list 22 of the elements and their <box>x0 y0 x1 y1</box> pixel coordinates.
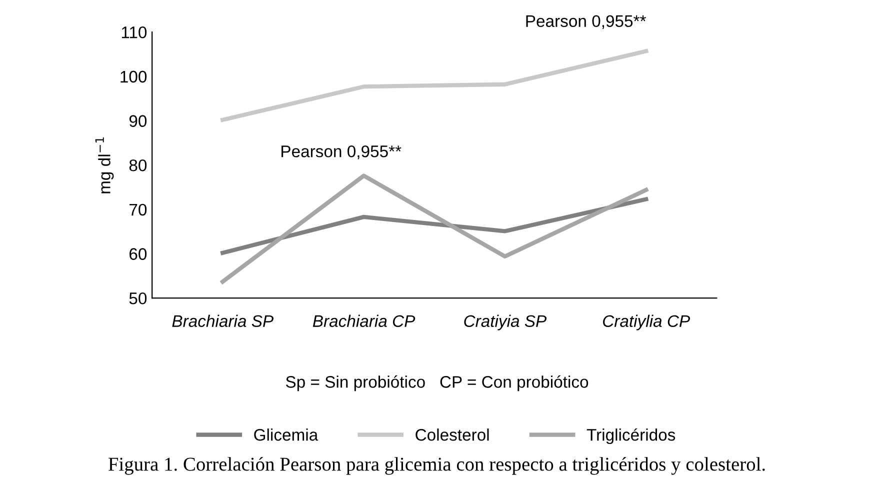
text: Figura 1. Correlación Pearson para glicemia con respecto a triglicéridos y colesterol. <box>108 457 765 475</box>
y-tick-label: 80 <box>129 159 147 172</box>
line-series <box>220 174 648 284</box>
x-tick-label: Cratiylia CP <box>603 314 690 330</box>
y-tick-label: 110 <box>122 26 147 38</box>
x-tick-label: Brachiaria SP <box>172 314 274 328</box>
y-tick-label: 90 <box>129 115 147 127</box>
text: Pearson 0,955** <box>526 15 646 29</box>
legend-label: Colesterol <box>416 428 489 441</box>
x-tick-label: Brachiaria CP <box>312 314 416 328</box>
legend-label: Triglicéridos <box>586 428 676 444</box>
text: Sp = Sin probiótico CP = Con probiótico <box>286 375 588 392</box>
legend-label: Glicemia <box>254 428 318 441</box>
y-tick-label: 60 <box>130 248 147 260</box>
y-tick-label: 50 <box>129 292 147 304</box>
y-tick-label: 70 <box>130 204 147 216</box>
y-tick-label: 100 <box>120 70 147 83</box>
y-axis-title: mg dl$^{−1}$ <box>95 137 114 194</box>
annotation: Pearson 0,955** <box>282 145 402 160</box>
line-series <box>220 197 648 255</box>
x-tick-label: Cratiyia SP <box>464 314 547 330</box>
line-series <box>220 49 648 122</box>
